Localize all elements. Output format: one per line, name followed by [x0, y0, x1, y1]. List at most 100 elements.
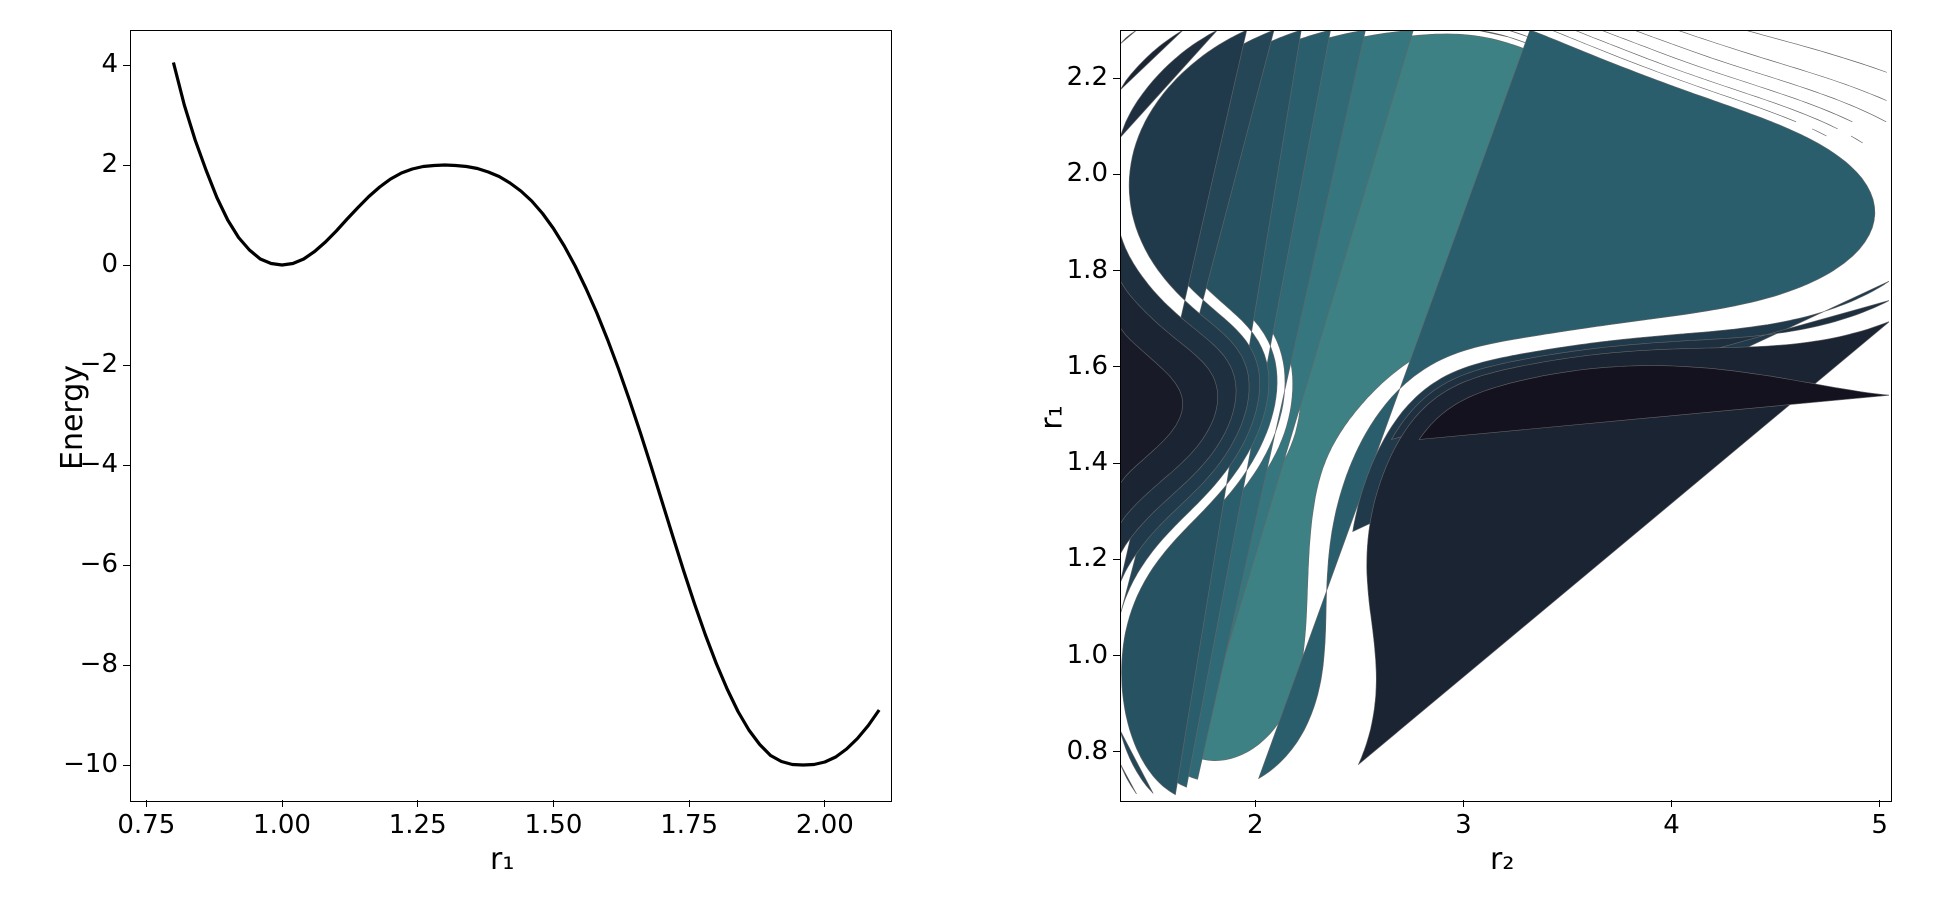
contour-band: [1676, 58, 1696, 65]
contour-band: [1823, 122, 1838, 129]
contour-band: [1705, 79, 1726, 86]
contour-band: [1778, 115, 1796, 122]
contour-band: [1851, 136, 1863, 143]
contour-band: [1812, 129, 1826, 136]
ytick-label: −8: [80, 649, 118, 679]
ytick: [123, 165, 130, 166]
contour-band: [1851, 87, 1870, 94]
xtick: [146, 800, 147, 807]
contour-band: [1718, 94, 1739, 101]
contour-band: [1726, 87, 1747, 94]
contour-band: [1800, 87, 1821, 94]
left-ylabel: Energy: [55, 365, 90, 470]
contour-band: [1586, 44, 1604, 51]
contour-band: [1788, 108, 1807, 115]
xtick: [282, 800, 283, 807]
energy-curve: [173, 63, 879, 766]
contour-band: [1809, 72, 1831, 79]
ytick: [1113, 559, 1120, 560]
energy-line-chart: [130, 30, 890, 800]
contour-band: [1745, 30, 1771, 37]
contour-band: [1870, 94, 1887, 101]
contour-band: [1756, 72, 1778, 79]
contour-band: [1741, 51, 1764, 58]
contour-band: [1120, 763, 1137, 794]
contour-band: [1820, 108, 1837, 115]
contour-band: [1734, 65, 1756, 72]
xtick-label: 3: [1448, 810, 1478, 840]
xtick-label: 4: [1656, 810, 1686, 840]
contour-band: [1872, 115, 1886, 122]
xtick-label: 2: [1240, 810, 1270, 840]
contour-band: [1698, 87, 1719, 94]
ytick: [1113, 270, 1120, 271]
contour-band: [1601, 30, 1620, 37]
contour-band: [1867, 65, 1887, 72]
right-ylabel: r₁: [1035, 405, 1070, 429]
contour-band: [1821, 51, 1844, 58]
right-xlabel: r₂: [1490, 842, 1514, 877]
ytick: [1113, 463, 1120, 464]
contour-band: [1796, 44, 1821, 51]
contour-band: [1786, 65, 1809, 72]
contour-band: [1712, 58, 1733, 65]
contour-band: [1820, 94, 1839, 101]
ytick: [1113, 78, 1120, 79]
contour-band: [1628, 51, 1646, 58]
ytick: [1113, 174, 1120, 175]
contour-band: [1569, 37, 1586, 44]
ytick-label: 1.6: [1067, 351, 1108, 381]
contour-band: [1770, 37, 1796, 44]
contour-band: [1759, 108, 1778, 115]
contour-band: [1692, 51, 1712, 58]
contour-band: [1695, 65, 1716, 72]
contour-band: [1837, 115, 1853, 122]
contour-band: [1678, 79, 1698, 86]
ytick-label: 4: [101, 49, 118, 79]
ytick: [1113, 366, 1120, 367]
contour-band: [1831, 79, 1851, 86]
ytick-label: 0.8: [1067, 736, 1108, 766]
contour-band: [1646, 58, 1665, 65]
contour-band: [1638, 44, 1657, 51]
right-panel: 23450.81.01.21.41.61.82.02.2r₂r₁: [1120, 30, 1890, 800]
ytick-label: 1.8: [1067, 255, 1108, 285]
contour-band: [1698, 37, 1719, 44]
xtick-label: 1.25: [388, 810, 448, 840]
ytick-label: 1.2: [1067, 543, 1108, 573]
ytick: [1113, 655, 1120, 656]
xtick-label: 2.00: [795, 810, 855, 840]
contour-band: [1672, 44, 1692, 51]
contour-band: [1716, 72, 1737, 79]
contour-band: [1839, 101, 1856, 108]
ytick: [123, 665, 130, 666]
xtick: [553, 800, 554, 807]
xtick: [1879, 800, 1880, 807]
contour-band: [1747, 94, 1768, 101]
ytick: [123, 465, 130, 466]
xtick: [689, 800, 690, 807]
contour-band: [1592, 37, 1610, 44]
left-panel: 0.751.001.251.501.752.00−10−8−6−4−2024r₁…: [130, 30, 890, 800]
ytick-label: 0: [101, 249, 118, 279]
ytick-label: −10: [63, 749, 118, 779]
xtick-label: 0.75: [116, 810, 176, 840]
contour-band: [1665, 65, 1685, 72]
ytick: [123, 365, 130, 366]
xtick-label: 5: [1865, 810, 1895, 840]
contour-band: [1634, 30, 1653, 37]
ytick: [123, 265, 130, 266]
contour-band: [1476, 30, 1509, 37]
xtick: [1255, 800, 1256, 807]
xtick-label: 1.75: [659, 810, 719, 840]
xtick-label: 1.50: [523, 810, 583, 840]
contour-band: [1845, 58, 1867, 65]
ytick-label: 2: [101, 149, 118, 179]
contour-band: [1857, 108, 1873, 115]
ytick: [123, 565, 130, 566]
contour-band: [1610, 44, 1628, 51]
contour-band: [1619, 37, 1638, 44]
xtick: [417, 800, 418, 807]
ytick-label: 2.2: [1067, 62, 1108, 92]
contour-band: [1780, 94, 1800, 101]
